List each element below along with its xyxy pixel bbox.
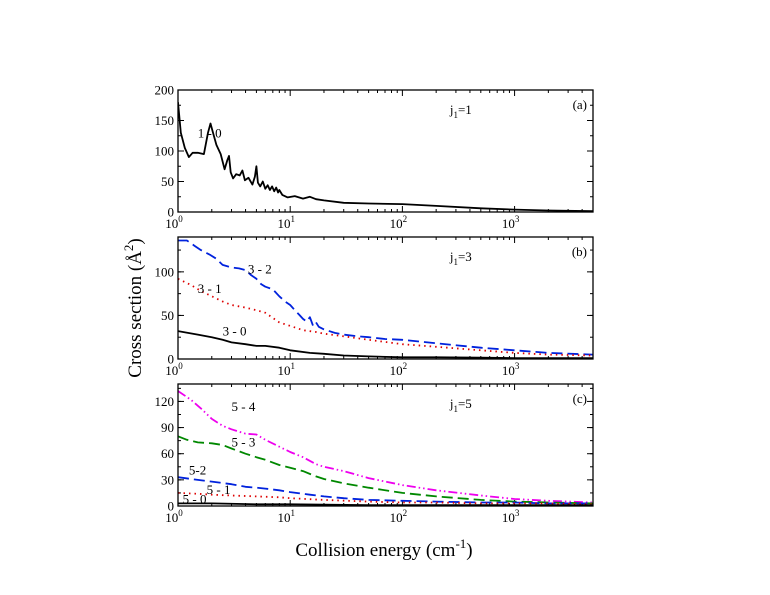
panel-annotation-value: =5 (458, 396, 472, 411)
x-tick-label-exponent: 0 (178, 214, 183, 224)
x-tick-label: 102 (390, 361, 408, 378)
y-axis-label-text: Cross section (Å (125, 251, 146, 378)
panel-label: (b) (572, 244, 587, 259)
x-tick-label-exponent: 2 (403, 508, 408, 518)
x-tick-label-base: 10 (502, 363, 515, 378)
x-tick-label-exponent: 1 (290, 214, 295, 224)
panel-annotation: j1=5 (449, 396, 472, 414)
series-line-5-4 (178, 390, 593, 504)
x-tick-label-base: 10 (277, 363, 290, 378)
series-label-3-2: 3 - 2 (248, 262, 272, 277)
x-tick-label-exponent: 3 (515, 508, 520, 518)
series-label-5-2: 5-2 (189, 463, 206, 478)
series-label-5-4: 5 - 4 (232, 399, 256, 414)
y-tick-label: 0 (168, 499, 175, 514)
x-tick-label-base: 10 (277, 216, 290, 231)
x-tick-label-base: 10 (390, 216, 403, 231)
x-tick-label: 103 (502, 508, 520, 525)
x-tick-label-exponent: 3 (515, 361, 520, 371)
y-tick-label: 100 (155, 264, 175, 279)
panel-annotation-sub: 1 (453, 110, 458, 120)
series-label-3-0: 3 - 0 (223, 323, 247, 338)
x-tick-label-base: 10 (165, 510, 178, 525)
x-tick-label-exponent: 0 (178, 508, 183, 518)
x-tick-label-base: 10 (390, 363, 403, 378)
x-axis-label-sup: -1 (455, 536, 466, 551)
panel-annotation-base: j (449, 249, 454, 264)
x-tick-label: 100 (165, 214, 183, 231)
x-tick-label-base: 10 (390, 510, 403, 525)
series-label-3-1: 3 - 1 (198, 281, 222, 296)
plot-frame (177, 236, 594, 360)
y-tick-label: 60 (161, 446, 174, 461)
series-line-3-1 (178, 277, 593, 357)
x-tick-label: 102 (390, 508, 408, 525)
series-line-5-1 (178, 492, 593, 506)
x-tick-label-base: 10 (502, 510, 515, 525)
x-tick-label: 101 (277, 508, 295, 525)
y-tick-label: 50 (161, 308, 174, 323)
panel-annotation-sub: 1 (453, 257, 458, 267)
series-line-5-3 (178, 435, 593, 505)
series-line-1-0 (178, 102, 593, 212)
plot-frame (177, 383, 594, 507)
x-tick-label-base: 10 (165, 216, 178, 231)
y-tick-label: 50 (161, 174, 174, 189)
y-tick-label: 90 (161, 420, 174, 435)
y-tick-label: 200 (155, 83, 175, 98)
panel-annotation: j1=1 (449, 102, 472, 120)
y-axis-label-close: ) (125, 238, 146, 244)
x-tick-label-base: 10 (277, 510, 290, 525)
x-tick-label: 102 (390, 214, 408, 231)
x-tick-label: 103 (502, 361, 520, 378)
x-axis-label: Collision energy (cm-1) (295, 536, 472, 561)
series-line-3-2 (178, 239, 593, 356)
panel-annotation-sub: 1 (453, 404, 458, 414)
x-axis-label-text: Collision energy (cm (295, 540, 455, 561)
panel-annotation-value: =1 (458, 102, 472, 117)
x-axis-label-close: ) (466, 540, 472, 561)
y-tick-label: 30 (161, 472, 174, 487)
x-tick-label-exponent: 0 (178, 361, 183, 371)
series-label-5-1: 5 - 1 (207, 482, 231, 497)
panel-annotation-base: j (449, 396, 454, 411)
x-tick-label-exponent: 1 (290, 361, 295, 371)
series-line-5-0 (178, 502, 593, 506)
x-tick-label-base: 10 (502, 216, 515, 231)
series-label-5-3: 5 - 3 (232, 435, 256, 450)
y-tick-label: 150 (155, 113, 175, 128)
panel-annotation-value: =3 (458, 249, 472, 264)
x-tick-label-exponent: 2 (403, 214, 408, 224)
series-label-1-0: 1 - 0 (198, 126, 222, 141)
panel-label: (c) (573, 391, 587, 406)
x-tick-label-exponent: 2 (403, 361, 408, 371)
y-tick-label: 0 (168, 205, 175, 220)
x-tick-label: 101 (277, 214, 295, 231)
y-axis-label: Cross section (Å2) (121, 238, 146, 377)
x-tick-label: 100 (165, 361, 183, 378)
series-line-3-0 (178, 330, 593, 359)
x-tick-label-exponent: 1 (290, 508, 295, 518)
y-tick-label: 120 (155, 394, 175, 409)
x-tick-label-exponent: 3 (515, 214, 520, 224)
x-tick-label-base: 10 (165, 363, 178, 378)
panel-annotation: j1=3 (449, 249, 472, 267)
y-tick-label: 100 (155, 144, 175, 159)
y-tick-label: 0 (168, 352, 175, 367)
x-tick-label: 103 (502, 214, 520, 231)
panel-annotation-base: j (449, 102, 454, 117)
x-tick-label: 100 (165, 508, 183, 525)
x-tick-label: 101 (277, 361, 295, 378)
panel-label: (a) (573, 97, 587, 112)
series-label-5-0: 5 - 0 (183, 491, 207, 506)
y-axis-label-sup: 2 (121, 245, 136, 252)
plot-frame (177, 89, 594, 213)
